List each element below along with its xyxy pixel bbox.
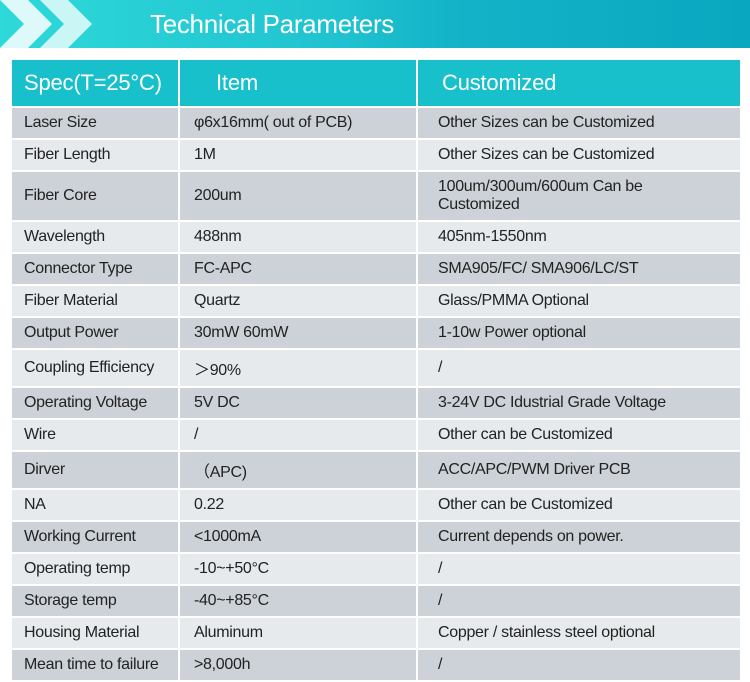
spacer — [0, 48, 750, 58]
table-row: Fiber Core200um100um/300um/600um Can be … — [11, 171, 741, 221]
table-row: Connector TypeFC-APCSMA905/FC/ SMA906/LC… — [11, 253, 741, 285]
table-row: Laser Sizeφ6x16mm( out of PCB)Other Size… — [11, 107, 741, 139]
cell-customized: 100um/300um/600um Can be Customized — [417, 171, 741, 221]
cell-spec: Connector Type — [11, 253, 179, 285]
cell-item: φ6x16mm( out of PCB) — [179, 107, 417, 139]
cell-customized: 405nm-1550nm — [417, 221, 741, 253]
cell-item: 30mW 60mW — [179, 317, 417, 349]
cell-customized: 1-10w Power optional — [417, 317, 741, 349]
table-row: Fiber Length1MOther Sizes can be Customi… — [11, 139, 741, 171]
cell-item: 5V DC — [179, 387, 417, 419]
cell-customized: Copper / stainless steel optional — [417, 617, 741, 649]
table-row: Storage temp-40~+85°C/ — [11, 585, 741, 617]
cell-item: -10~+50°C — [179, 553, 417, 585]
cell-item: Quartz — [179, 285, 417, 317]
cell-customized: 3-24V DC Idustrial Grade Voltage — [417, 387, 741, 419]
cell-customized: Other can be Customized — [417, 419, 741, 451]
cell-item: >8,000h — [179, 649, 417, 681]
cell-customized: / — [417, 349, 741, 387]
cell-customized: Other Sizes can be Customized — [417, 107, 741, 139]
table-row: Output Power30mW 60mW1-10w Power optiona… — [11, 317, 741, 349]
cell-spec: Dirver — [11, 451, 179, 489]
cell-item: 1M — [179, 139, 417, 171]
cell-spec: Coupling Efficiency — [11, 349, 179, 387]
cell-spec: Storage temp — [11, 585, 179, 617]
table-row: Housing Material AluminumCopper / stainl… — [11, 617, 741, 649]
cell-spec: Wavelength — [11, 221, 179, 253]
cell-customized: Other can be Customized — [417, 489, 741, 521]
cell-item: 0.22 — [179, 489, 417, 521]
cell-customized: / — [417, 585, 741, 617]
cell-spec: Fiber Length — [11, 139, 179, 171]
cell-customized: Current depends on power. — [417, 521, 741, 553]
cell-spec: NA — [11, 489, 179, 521]
table-header-row: Spec(T=25°C) Item Customized — [11, 59, 741, 107]
cell-customized: / — [417, 553, 741, 585]
cell-item: -40~+85°C — [179, 585, 417, 617]
cell-customized: Glass/PMMA Optional — [417, 285, 741, 317]
cell-spec: Fiber Material — [11, 285, 179, 317]
parameters-table: Spec(T=25°C) Item Customized Laser Sizeφ… — [10, 58, 742, 682]
cell-item: Aluminum — [179, 617, 417, 649]
table-row: NA0.22Other can be Customized — [11, 489, 741, 521]
col-header-item: Item — [179, 59, 417, 107]
table-row: Mean time to failure>8,000h/ — [11, 649, 741, 681]
table-row: Coupling Efficiency＞90%/ — [11, 349, 741, 387]
cell-spec: Fiber Core — [11, 171, 179, 221]
cell-customized: / — [417, 649, 741, 681]
cell-spec: Operating temp — [11, 553, 179, 585]
cell-item: 200um — [179, 171, 417, 221]
cell-item: 488nm — [179, 221, 417, 253]
col-header-spec: Spec(T=25°C) — [11, 59, 179, 107]
cell-spec: Mean time to failure — [11, 649, 179, 681]
table-row: Operating Voltage5V DC3-24V DC Idustrial… — [11, 387, 741, 419]
cell-item: <1000mA — [179, 521, 417, 553]
cell-customized: SMA905/FC/ SMA906/LC/ST — [417, 253, 741, 285]
cell-spec: Output Power — [11, 317, 179, 349]
table-row: Operating temp-10~+50°C/ — [11, 553, 741, 585]
cell-item: / — [179, 419, 417, 451]
page-title: Technical Parameters — [140, 0, 750, 48]
page-container: Technical Parameters Spec(T=25°C) Item C… — [0, 0, 750, 682]
cell-item: ＞90% — [179, 349, 417, 387]
table-row: Dirver（APC)ACC/APC/PWM Driver PCB — [11, 451, 741, 489]
cell-item: FC-APC — [179, 253, 417, 285]
cell-spec: Housing Material — [11, 617, 179, 649]
cell-customized: ACC/APC/PWM Driver PCB — [417, 451, 741, 489]
table-row: Wire /Other can be Customized — [11, 419, 741, 451]
table-row: Working Current<1000mACurrent depends on… — [11, 521, 741, 553]
table-row: Wavelength488nm405nm-1550nm — [11, 221, 741, 253]
table-body: Laser Sizeφ6x16mm( out of PCB)Other Size… — [11, 107, 741, 681]
cell-customized: Other Sizes can be Customized — [417, 139, 741, 171]
cell-spec: Working Current — [11, 521, 179, 553]
col-header-customized: Customized — [417, 59, 741, 107]
chevrons-icon — [0, 0, 140, 48]
cell-spec: Wire — [11, 419, 179, 451]
table-row: Fiber MaterialQuartzGlass/PMMA Optional — [11, 285, 741, 317]
cell-spec: Operating Voltage — [11, 387, 179, 419]
title-bar: Technical Parameters — [0, 0, 750, 48]
cell-item: （APC) — [179, 451, 417, 489]
cell-spec: Laser Size — [11, 107, 179, 139]
